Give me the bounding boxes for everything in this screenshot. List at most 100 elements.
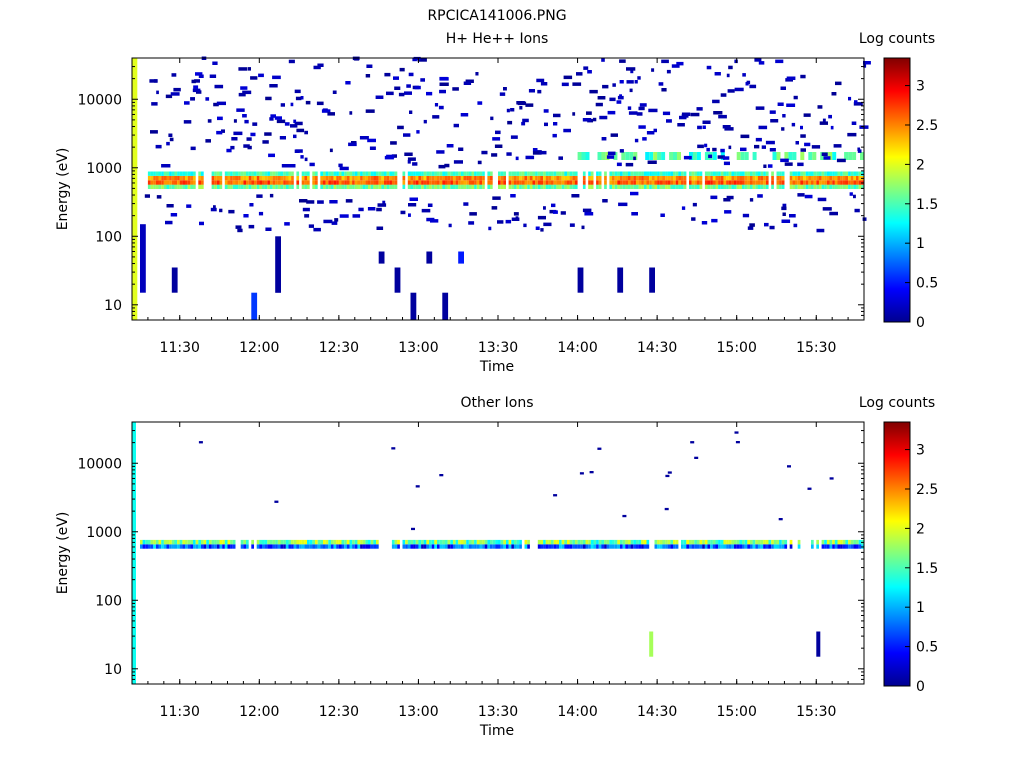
heatmap-cell (712, 152, 717, 160)
heatmap-cell (161, 539, 164, 545)
heatmap-cell (155, 144, 162, 149)
heatmap-cell (803, 180, 806, 185)
heatmap-cell (681, 544, 684, 549)
heatmap-cell (185, 184, 188, 189)
heatmap-cell (376, 544, 379, 549)
heatmap-cell (583, 66, 589, 70)
heatmap-cell (845, 184, 849, 189)
heatmap-cell (455, 180, 459, 185)
heatmap-cell (344, 175, 347, 181)
heatmap-cell (582, 208, 592, 213)
heatmap-cell (415, 544, 419, 549)
heatmap-cell (694, 180, 697, 185)
heatmap-cell (349, 111, 353, 115)
heatmap-cell (413, 175, 416, 181)
heatmap-cell (460, 171, 464, 176)
heatmap-cell (264, 175, 268, 181)
heatmap-cell (735, 441, 740, 444)
heatmap-cell (850, 171, 854, 176)
heatmap-cell (609, 171, 613, 176)
heatmap-cell (848, 539, 851, 545)
heatmap-cell (391, 175, 395, 181)
heatmap-cell (739, 175, 742, 181)
heatmap-cell (487, 180, 491, 185)
heatmap-cell (673, 152, 677, 160)
heatmap-cell (643, 175, 647, 181)
heatmap-cell (418, 184, 422, 189)
heatmap-cell (752, 152, 757, 160)
heatmap-cell (325, 180, 329, 185)
heatmap-cell (595, 102, 603, 107)
heatmap-cell (222, 539, 225, 545)
heatmap-cell (744, 544, 748, 549)
heatmap-cell (251, 171, 254, 176)
heatmap-cell (132, 422, 136, 684)
heatmap-cell (548, 544, 552, 549)
heatmap-cell (720, 180, 724, 185)
heatmap-cell (572, 171, 575, 176)
heatmap-cell (813, 180, 817, 185)
heatmap-cell (490, 116, 494, 121)
heatmap-cell (230, 184, 233, 189)
heatmap-cell (402, 539, 406, 545)
heatmap-cell (378, 184, 382, 189)
heatmap-cell (269, 544, 273, 549)
heatmap-cell (561, 180, 565, 185)
heatmap-cell (503, 175, 506, 181)
heatmap-cell (699, 539, 703, 545)
heatmap-cell (528, 89, 535, 93)
colorbar-tick-label: 1 (916, 600, 925, 616)
heatmap-cell (646, 544, 650, 549)
heatmap-cell (772, 152, 777, 160)
heatmap-cell (391, 171, 395, 176)
heatmap-cell (341, 539, 345, 545)
heatmap-cell (254, 171, 257, 176)
heatmap-cell (187, 539, 191, 545)
heatmap-cell (537, 89, 542, 94)
heatmap-cell (540, 171, 544, 176)
heatmap-cell (341, 175, 345, 181)
heatmap-cell (193, 539, 196, 545)
heatmap-cell (832, 180, 835, 185)
heatmap-cell (434, 184, 437, 189)
heatmap-cell (858, 544, 862, 549)
heatmap-cell (360, 539, 363, 545)
heatmap-cell (649, 631, 654, 657)
heatmap-cell (391, 539, 395, 545)
heatmap-cell (625, 162, 634, 167)
heatmap-cell (491, 206, 498, 210)
heatmap-cell (275, 180, 278, 185)
heatmap-cell (596, 171, 599, 176)
heatmap-cell (165, 94, 173, 99)
heatmap-cell (789, 539, 793, 545)
heatmap-cell (543, 222, 552, 227)
heatmap-cell (564, 175, 567, 181)
heatmap-cell (269, 84, 278, 88)
heatmap-cell (626, 80, 634, 84)
heatmap-cell (569, 539, 573, 545)
heatmap-cell (543, 544, 546, 549)
heatmap-cell (840, 175, 843, 181)
heatmap-cell (498, 184, 501, 189)
heatmap-cell (821, 539, 825, 545)
heatmap-cell (736, 152, 741, 160)
heatmap-cell (434, 171, 437, 176)
heatmap-cell (793, 95, 798, 100)
heatmap-cell (304, 130, 308, 135)
heatmap-cell (438, 105, 444, 110)
heatmap-cell (455, 544, 459, 549)
heatmap-cell (259, 184, 262, 189)
heatmap-cell (521, 121, 526, 126)
heatmap-cell (789, 544, 793, 549)
heatmap-cell (205, 139, 211, 143)
heatmap-cell (784, 544, 788, 549)
heatmap-cell (296, 175, 300, 181)
heatmap-cell (259, 544, 262, 549)
heatmap-cell (495, 130, 501, 135)
heatmap-cell (460, 539, 464, 545)
heatmap-cell (301, 175, 305, 181)
heatmap-cell (826, 175, 830, 181)
heatmap-cell (275, 236, 281, 293)
heatmap-cell (524, 180, 528, 185)
heatmap-cell (797, 175, 801, 181)
